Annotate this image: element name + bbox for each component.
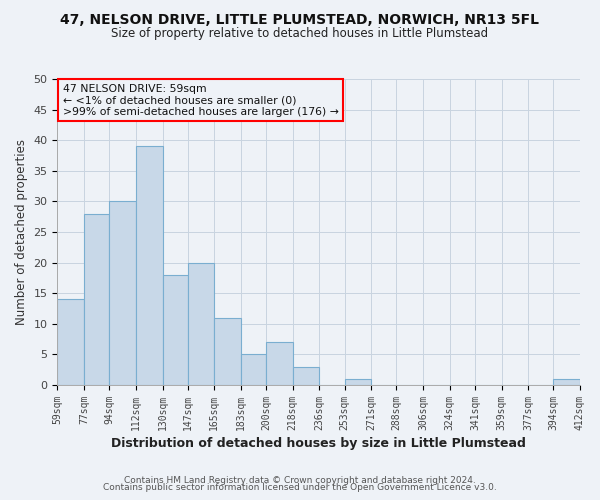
Bar bbox=[58, 300, 84, 385]
Text: 47, NELSON DRIVE, LITTLE PLUMSTEAD, NORWICH, NR13 5FL: 47, NELSON DRIVE, LITTLE PLUMSTEAD, NORW… bbox=[61, 12, 539, 26]
Text: Contains HM Land Registry data © Crown copyright and database right 2024.: Contains HM Land Registry data © Crown c… bbox=[124, 476, 476, 485]
Text: Contains public sector information licensed under the Open Government Licence v3: Contains public sector information licen… bbox=[103, 484, 497, 492]
Bar bbox=[293, 366, 319, 385]
Bar bbox=[241, 354, 266, 385]
Bar bbox=[109, 202, 136, 385]
Bar bbox=[266, 342, 293, 385]
Bar bbox=[214, 318, 241, 385]
Bar bbox=[163, 275, 188, 385]
Text: Size of property relative to detached houses in Little Plumstead: Size of property relative to detached ho… bbox=[112, 28, 488, 40]
Bar bbox=[84, 214, 109, 385]
Bar bbox=[136, 146, 163, 385]
Bar bbox=[344, 379, 371, 385]
Bar bbox=[188, 262, 214, 385]
Bar bbox=[553, 379, 580, 385]
X-axis label: Distribution of detached houses by size in Little Plumstead: Distribution of detached houses by size … bbox=[111, 437, 526, 450]
Text: 47 NELSON DRIVE: 59sqm
← <1% of detached houses are smaller (0)
>99% of semi-det: 47 NELSON DRIVE: 59sqm ← <1% of detached… bbox=[62, 84, 338, 117]
Y-axis label: Number of detached properties: Number of detached properties bbox=[15, 139, 28, 325]
